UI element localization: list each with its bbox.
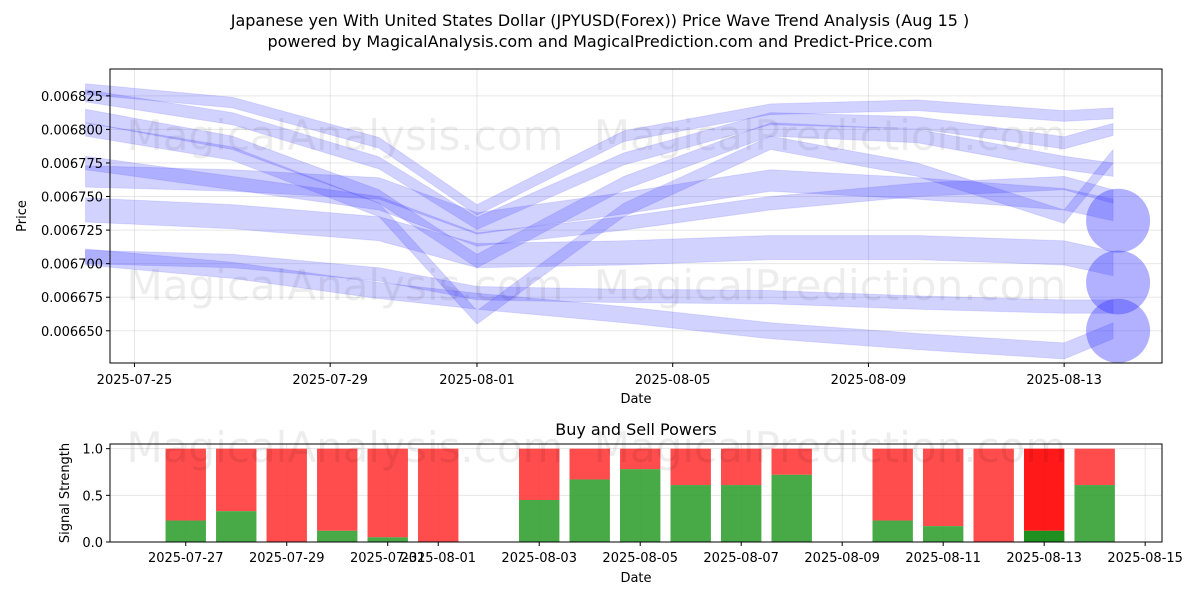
- price-x-tick-label: 2025-07-29: [292, 373, 368, 388]
- price-x-tick-label: 2025-07-25: [97, 373, 173, 388]
- wave-end-marker: [1086, 188, 1151, 253]
- wave-end-marker: [1086, 250, 1151, 315]
- price-x-tick-label: 2025-08-01: [439, 373, 515, 388]
- chart-title-line1: Japanese yen With United States Dollar (…: [230, 11, 970, 30]
- buy-sell-title: Buy and Sell Powers: [555, 420, 717, 439]
- signal-x-axis-label: Date: [620, 571, 651, 586]
- watermark-magicalanalysis-mid: MagicalAnalysis.com: [127, 261, 564, 310]
- buy-power-bar: [620, 469, 661, 542]
- sell-power-bar: [165, 448, 206, 521]
- signal-bars: [165, 448, 1115, 542]
- buy-power-bar: [771, 474, 812, 542]
- sell-power-bar: [1074, 448, 1115, 486]
- sell-power-bar: [620, 448, 661, 470]
- watermark-magicalanalysis-top: MagicalAnalysis.com: [127, 111, 564, 160]
- buy-sell-chart: Buy and Sell Powers MagicalAnalysis.com …: [58, 420, 1183, 586]
- price-y-tick-label: 0.006825: [41, 90, 103, 105]
- wave-end-marker: [1086, 298, 1151, 363]
- signal-y-tick-label: 1.0: [82, 443, 103, 458]
- buy-power-bar: [569, 479, 610, 542]
- signal-x-tick-label: 2025-08-09: [804, 551, 880, 566]
- price-y-tick-label: 0.006800: [41, 123, 103, 138]
- price-grid: [110, 69, 1162, 363]
- wave-band: [85, 108, 1114, 269]
- price-x-tick-label: 2025-08-05: [635, 373, 711, 388]
- buy-power-bar: [670, 485, 711, 542]
- watermark-magicalprediction-top: MagicalPrediction.com: [594, 111, 1067, 160]
- price-y-tick-label: 0.006725: [41, 224, 103, 239]
- wave-band: [85, 248, 1114, 360]
- buy-power-bar: [165, 520, 206, 542]
- signal-x-tick-label: 2025-08-13: [1006, 551, 1082, 566]
- signal-x-tick-label: 2025-08-15: [1107, 551, 1183, 566]
- sell-power-bar: [771, 448, 812, 475]
- sell-power-bar: [266, 448, 307, 542]
- sell-power-bar: [973, 448, 1014, 542]
- sell-power-bar: [922, 448, 964, 527]
- signal-y-ticks: 0.0 0.5 1.0: [82, 443, 110, 551]
- price-y-tick-label: 0.006700: [41, 258, 103, 273]
- watermark-magicalprediction-bottom: MagicalPrediction.com: [594, 423, 1067, 472]
- sell-power-bar: [216, 448, 257, 512]
- sell-power-bar: [872, 448, 913, 521]
- signal-y-axis-label: Signal Strength: [58, 443, 73, 543]
- buy-power-bar: [721, 485, 762, 542]
- sell-power-bar: [1023, 448, 1065, 531]
- watermark-magicalanalysis-bottom: MagicalAnalysis.com: [127, 423, 564, 472]
- price-y-tick-label: 0.006775: [41, 157, 103, 172]
- sell-power-bar: [317, 448, 358, 531]
- signal-x-tick-label: 2025-07-27: [148, 551, 224, 566]
- signal-x-ticks: 2025-07-27 2025-07-29 2025-07-312025-08-01…: [148, 542, 1183, 566]
- wave-band: [85, 89, 1114, 230]
- buy-power-bar: [519, 500, 560, 542]
- price-x-tick-label: 2025-08-13: [1026, 373, 1102, 388]
- chart-title-line2: powered by MagicalAnalysis.com and Magic…: [267, 32, 932, 51]
- signal-x-tick-label: 2025-08-03: [501, 551, 577, 566]
- signal-x-tick-label: 2025-07-31: [350, 551, 426, 566]
- buy-power-bar: [872, 520, 913, 542]
- signal-x-tick-label: 2025-08-07: [703, 551, 779, 566]
- signal-x-tick-label: 2025-07-29: [249, 551, 325, 566]
- watermark-magicalprediction-mid: MagicalPrediction.com: [594, 261, 1067, 310]
- price-plot-frame: [109, 68, 1163, 364]
- signal-y-tick-label: 0.5: [82, 489, 103, 504]
- wave-band: [85, 122, 1114, 325]
- sell-power-bar: [519, 448, 560, 500]
- wave-band: [85, 197, 1114, 277]
- sell-power-bar: [721, 448, 762, 486]
- sell-power-bar: [367, 448, 408, 538]
- price-x-tick-label: 2025-08-09: [831, 373, 907, 388]
- sell-power-bar: [418, 448, 459, 542]
- price-wave-chart: MagicalAnalysis.com MagicalPrediction.co…: [15, 68, 1163, 407]
- wave-bands: [85, 83, 1151, 363]
- price-y-tick-label: 0.006650: [41, 325, 103, 340]
- signal-y-tick-label: 0.0: [82, 536, 103, 551]
- signal-x-tick-label: 2025-08-11: [905, 551, 981, 566]
- price-y-axis-label: Price: [15, 200, 30, 232]
- wave-band: [85, 249, 1114, 314]
- buy-power-bar: [317, 530, 358, 542]
- price-y-tick-label: 0.006750: [41, 191, 103, 206]
- price-x-ticks: 2025-07-25 2025-07-29 2025-08-01 2025-08-05…: [97, 363, 1102, 388]
- signal-x-tick-label: 2025-08-05: [602, 551, 678, 566]
- wave-band: [85, 155, 1114, 247]
- buy-power-bar: [922, 526, 964, 542]
- buy-power-bar: [1023, 530, 1065, 542]
- signal-plot-frame: [109, 443, 1163, 543]
- signal-x-tick-label: 2025-08-01: [400, 551, 476, 566]
- buy-power-bar: [367, 537, 408, 542]
- wave-band: [85, 83, 1114, 216]
- buy-power-bar: [216, 511, 257, 542]
- buy-power-bar: [1074, 485, 1115, 542]
- sell-power-bar: [569, 448, 610, 480]
- price-y-tick-label: 0.006675: [41, 291, 103, 306]
- price-x-axis-label: Date: [620, 392, 651, 407]
- wave-band: [85, 165, 1114, 235]
- sell-power-bar: [670, 448, 711, 486]
- price-y-ticks: 0.006650 0.006675 0.006700 0.006725 0.006750…: [41, 90, 110, 340]
